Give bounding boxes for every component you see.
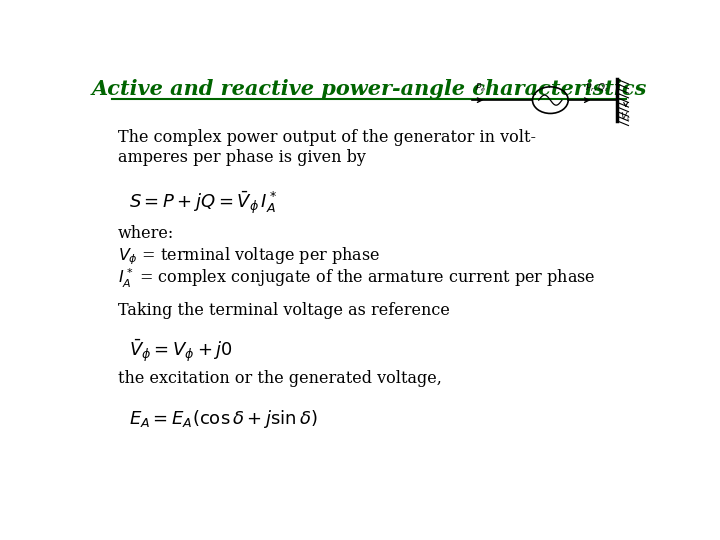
Text: $V_t$: $V_t$	[620, 111, 631, 123]
Text: $I_A^*$ = complex conjugate of the armature current per phase: $I_A^*$ = complex conjugate of the armat…	[118, 266, 595, 289]
Text: $E_A = E_A\left(\cos\delta + j\sin\delta\right)$: $E_A = E_A\left(\cos\delta + j\sin\delta…	[129, 408, 318, 430]
Text: $P_e$: $P_e$	[475, 82, 486, 94]
Text: $S = P + jQ = \bar{V}_\phi \, I_A^*$: $S = P + jQ = \bar{V}_\phi \, I_A^*$	[129, 190, 278, 217]
Text: $V_\phi$ = terminal voltage per phase: $V_\phi$ = terminal voltage per phase	[118, 246, 380, 267]
Text: Taking the terminal voltage as reference: Taking the terminal voltage as reference	[118, 302, 450, 319]
Text: where:: where:	[118, 225, 174, 242]
Text: Active and reactive power-angle characteristics: Active and reactive power-angle characte…	[91, 79, 647, 99]
Text: the excitation or the generated voltage,: the excitation or the generated voltage,	[118, 370, 442, 387]
Text: $P_r, Q_r$: $P_r, Q_r$	[585, 82, 610, 94]
Text: The complex power output of the generator in volt-
amperes per phase is given by: The complex power output of the generato…	[118, 129, 536, 166]
Text: $\bar{V}_\phi = V_\phi + j0$: $\bar{V}_\phi = V_\phi + j0$	[129, 337, 233, 364]
